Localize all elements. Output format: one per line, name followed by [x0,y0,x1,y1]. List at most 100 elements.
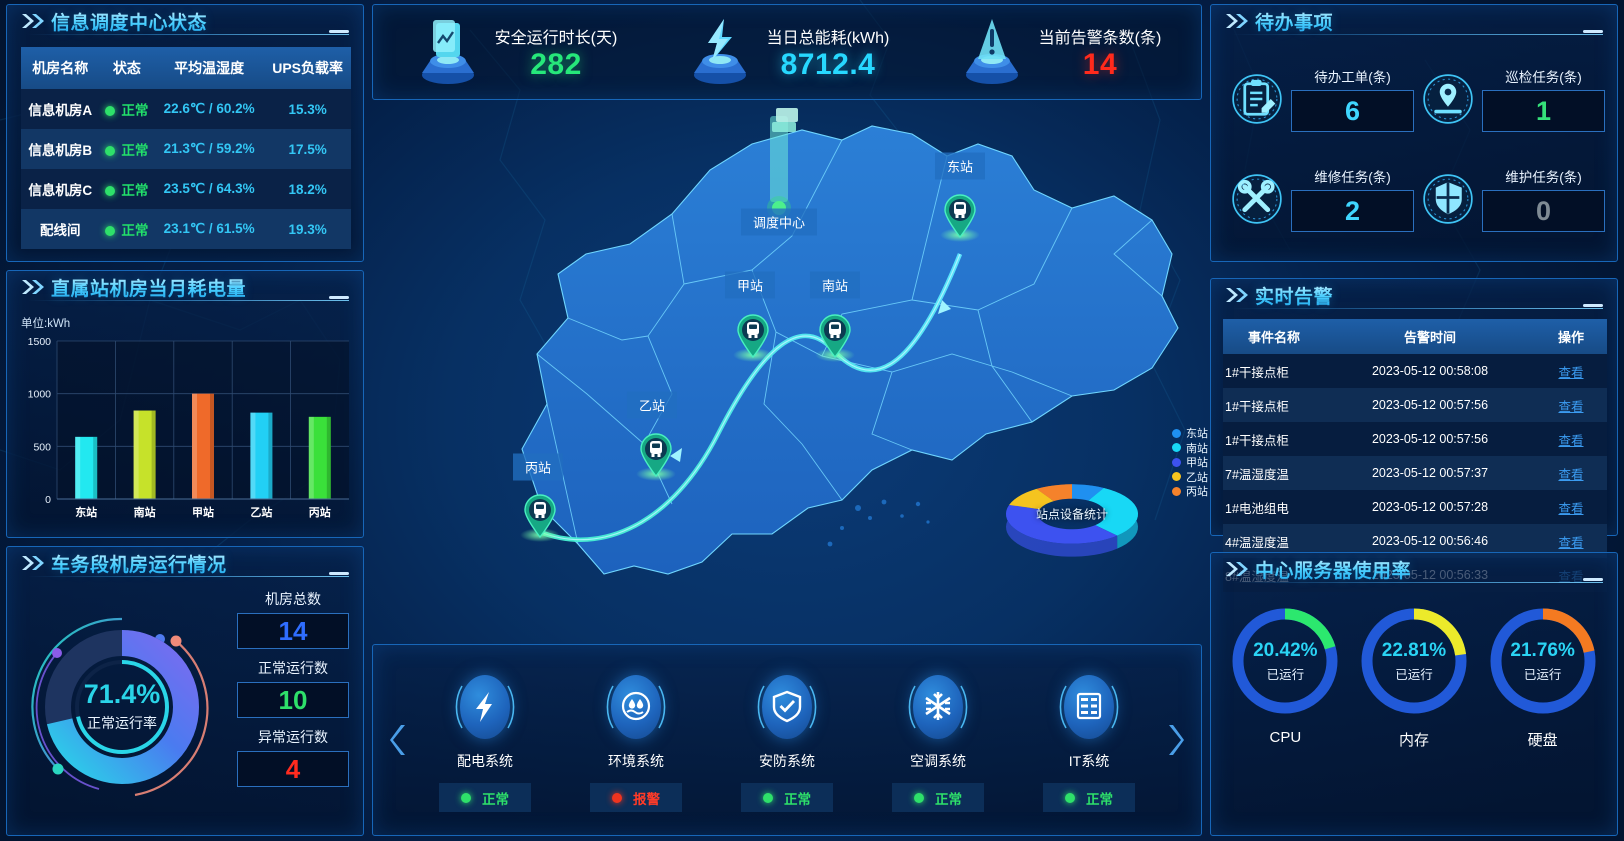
subsystem-card[interactable]: 环境系统 报警 [568,670,704,812]
status-dot-icon [914,792,924,803]
usage-percent: 20.42% [1253,639,1318,661]
subsystem-orb[interactable] [906,670,970,744]
shield-check-icon [772,690,802,723]
station-marker-train-icon[interactable] [818,314,852,359]
stat-value: 10 [237,682,349,718]
depot-stat: 机房总数 14 [237,589,349,649]
station-label: 丙站 [512,453,564,481]
subsystem-orb[interactable] [604,670,668,744]
kpi-cell: 安全运行时长(天) 282 [379,11,651,93]
todo-label: 巡检任务(条) [1505,70,1582,85]
subsystem-card[interactable]: 空调系统 正常 [870,670,1006,812]
panel-title: 实时告警 [1255,282,1333,309]
collapse-button[interactable] [329,572,349,575]
column-header-action: 操作 [1535,319,1607,354]
cell-room-name: 配线间 [21,209,100,249]
collapse-button[interactable] [1583,30,1603,33]
cell-action[interactable]: 查看 [1535,354,1607,388]
panel-room-status: 信息调度中心状态 机房名称 状态 平均温湿度 UPS负载率 信息机房A 正常 22.… [6,4,364,262]
resource-name: 硬盘 [1527,732,1558,749]
cell-temp-humidity: 23.5℃ / 64.3% [154,169,265,209]
x-tick-label: 南站 [134,505,156,519]
station-label: 乙站 [626,391,678,419]
bar[interactable] [133,410,156,499]
subsystem-name: 环境系统 [608,753,664,769]
bar[interactable] [250,412,273,499]
carousel-next-button[interactable] [1163,723,1185,757]
resource-name: 内存 [1398,732,1429,749]
panel-header: 信息调度中心状态 [7,5,363,39]
panel-kpi-strip: 安全运行时长(天) 282 当日总能耗(kWh) 8712.4 当前告警条数(条) 1… [372,4,1202,100]
station-marker-train-icon[interactable] [736,314,770,359]
panel-header: 实时告警 [1211,279,1617,313]
donut-segment[interactable] [1009,488,1054,510]
column-header-status: 状态 [99,47,155,89]
depot-stat: 正常运行数 10 [237,658,349,718]
todo-value: 0 [1482,190,1605,232]
legend-label: 甲站 [1186,457,1208,470]
panel-depot-rooms: 车务段机房运行情况 [6,546,364,836]
bar[interactable] [308,416,331,499]
view-link[interactable]: 查看 [1558,535,1584,550]
subsystem-orb[interactable] [755,670,819,744]
cell-action[interactable]: 查看 [1535,388,1607,422]
legend-item[interactable]: 甲站 [1172,455,1208,470]
station-marker-train-icon[interactable] [943,194,977,239]
province-map[interactable]: 调度中心 东站 甲站 南站 乙站 丙站 站点设备统计 [372,104,1208,640]
donut-segment[interactable] [1088,487,1138,536]
todo-cell[interactable]: 巡检任务(条) 1 [1414,49,1605,149]
header-rule [27,576,349,577]
status-dot-icon [105,226,116,236]
server-usage-card: 21.76% 已运行 硬盘 [1487,605,1599,750]
todo-cell[interactable]: 待办工单(条) 6 [1223,49,1414,149]
cell-event-name: 7#温湿度温 [1223,456,1325,490]
double-chevron-icon [22,14,44,28]
table-row: 信息机房A 正常 22.6℃ / 60.2% 15.3% [21,89,351,129]
kpi-value: 282 [530,48,582,81]
view-link[interactable]: 查看 [1558,501,1584,516]
collapse-button[interactable] [329,296,349,299]
view-link[interactable]: 查看 [1558,399,1584,414]
stat-value: 4 [237,751,349,787]
orb-arc-decoration [606,685,666,729]
todo-value: 6 [1291,90,1414,132]
orb-arc-decoration [908,685,968,729]
view-link[interactable]: 查看 [1558,433,1584,448]
subsystem-card[interactable]: IT系统 正常 [1021,670,1157,812]
usage-percent: 21.76% [1510,639,1575,661]
collapse-button[interactable] [1583,578,1603,581]
todo-cell[interactable]: 维护任务(条) 0 [1414,149,1605,249]
station-marker-train-icon[interactable] [639,433,673,478]
subsystem-name: 配电系统 [457,753,513,769]
cell-action[interactable]: 查看 [1535,490,1607,524]
panel-todo: 待办事项 待办工单(条) 6 巡检任务(条) 1 [1210,4,1618,262]
subsystem-orb[interactable] [1057,670,1121,744]
legend-item[interactable]: 南站 [1172,441,1208,456]
collapse-button[interactable] [1583,304,1603,307]
x-tick-label: 甲站 [192,505,214,519]
station-marker-train-icon[interactable] [523,494,557,539]
cell-alarm-time: 2023-05-12 00:57:56 [1325,388,1535,422]
legend-item[interactable]: 丙站 [1172,484,1208,499]
todo-cell[interactable]: 维修任务(条) 2 [1223,149,1414,249]
resource-name: CPU [1269,729,1302,746]
subsystem-card[interactable]: 安防系统 正常 [719,670,855,812]
donut-segment[interactable] [1036,484,1072,502]
bar[interactable] [75,436,98,499]
todo-icon-ring [1422,173,1474,225]
header-rule [1231,582,1603,583]
view-link[interactable]: 查看 [1558,365,1584,380]
bar[interactable] [192,393,214,499]
donut-segment[interactable] [1006,504,1118,544]
view-link[interactable]: 查看 [1558,467,1584,482]
subsystem-card[interactable]: 配电系统 正常 [417,670,553,812]
donut-segment[interactable] [1072,484,1104,501]
carousel-prev-button[interactable] [389,723,411,757]
cell-action[interactable]: 查看 [1535,456,1607,490]
legend-item[interactable]: 乙站 [1172,470,1208,485]
cell-action[interactable]: 查看 [1535,422,1607,456]
subsystem-orb[interactable] [453,670,517,744]
legend-item[interactable]: 东站 [1172,426,1208,441]
collapse-button[interactable] [329,30,349,33]
usage-sublabel: 已运行 [1523,667,1562,682]
